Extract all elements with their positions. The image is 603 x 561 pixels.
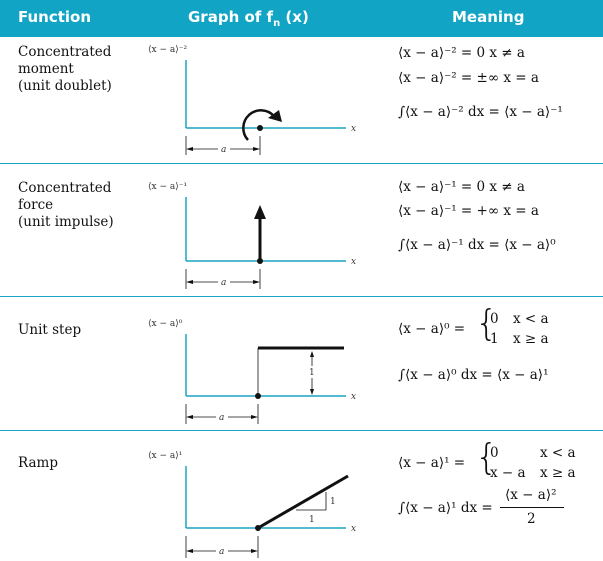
graph-fn-label: ⟨x − a⟩⁰ <box>148 319 183 329</box>
ramp-line <box>257 474 349 530</box>
graph-fn-label: ⟨x − a⟩¹ <box>148 451 182 461</box>
graph-fn-label: ⟨x − a⟩⁻¹ <box>148 182 187 192</box>
moment-arrowhead <box>268 110 282 122</box>
graph-ramp: ⟨x − a⟩¹ x 1 1 a <box>148 451 356 558</box>
dimension-a-label: a <box>221 278 226 288</box>
x-axis-label: x <box>351 257 356 267</box>
cases-brace: { <box>475 437 498 478</box>
dimension-a-label: a <box>221 145 226 155</box>
case-condition: x < a <box>513 311 549 327</box>
graph-unit-step: ⟨x − a⟩⁰ x 1 a <box>148 319 356 424</box>
dimension-a-label: a <box>219 413 224 423</box>
slope-run-label: 1 <box>309 515 315 525</box>
integral-numerator: ⟨x − a⟩² <box>505 487 557 503</box>
x-axis-label: x <box>351 124 356 134</box>
function-name-step: Unit step <box>18 322 82 338</box>
meaning-line: ⟨x − a⟩⁻¹ = 0 x ≠ a <box>398 179 525 195</box>
meaning-lhs: ⟨x − a⟩⁰ = <box>398 321 466 337</box>
cases-brace: { <box>475 303 498 344</box>
moment-arc <box>242 109 275 141</box>
table-header: Function Graph of fn (x) Meaning <box>0 0 603 37</box>
row-divider <box>0 296 603 297</box>
integral-line: ∫⟨x − a⟩⁰ dx = ⟨x − a⟩¹ <box>398 367 549 383</box>
case-value: x − a <box>490 465 526 481</box>
dimension-a-label: a <box>219 547 224 557</box>
header-function: Function <box>18 8 92 26</box>
graph-unit-doublet: ⟨x − a⟩⁻² x a <box>148 45 356 155</box>
case-condition: x < a <box>540 445 576 461</box>
function-name-ramp: Ramp <box>18 455 58 471</box>
meaning-line: ∫⟨x − a⟩⁻² dx = ⟨x − a⟩⁻¹ <box>398 104 563 120</box>
case-condition: x ≥ a <box>540 465 576 481</box>
fraction-bar <box>500 507 564 508</box>
case-value: 1 <box>490 331 499 347</box>
meaning-lhs: ⟨x − a⟩¹ = <box>398 455 466 471</box>
step-height-label: 1 <box>309 368 315 378</box>
slope-rise-label: 1 <box>330 497 336 507</box>
meaning-line: ⟨x − a⟩⁻¹ = +∞ x = a <box>398 203 539 219</box>
case-condition: x ≥ a <box>513 331 549 347</box>
header-meaning: Meaning <box>452 8 525 26</box>
point-a <box>255 393 261 399</box>
graph-fn-label: ⟨x − a⟩⁻² <box>148 45 187 55</box>
integral-lhs: ∫⟨x − a⟩¹ dx = <box>398 500 493 516</box>
x-axis-label: x <box>351 392 356 402</box>
impulse-arrowhead <box>254 205 266 219</box>
meaning-line: ⟨x − a⟩⁻² = ±∞ x = a <box>398 70 539 86</box>
row-divider <box>0 163 603 164</box>
point-a <box>257 125 263 131</box>
function-name-doublet: Concentrated moment (unit doublet) <box>18 44 112 94</box>
meaning-line: ⟨x − a⟩⁻² = 0 x ≠ a <box>398 45 525 61</box>
header-graph: Graph of fn (x) <box>188 8 309 29</box>
row-divider <box>0 430 603 431</box>
meaning-line: ∫⟨x − a⟩⁻¹ dx = ⟨x − a⟩⁰ <box>398 237 556 253</box>
point-a <box>255 525 261 531</box>
function-name-impulse: Concentrated force (unit impulse) <box>18 180 114 230</box>
graph-unit-impulse: ⟨x − a⟩⁻¹ x a <box>148 182 356 289</box>
case-value: 0 <box>490 311 499 327</box>
integral-denominator: 2 <box>527 511 536 527</box>
case-value: 0 <box>490 445 499 461</box>
x-axis-label: x <box>351 524 356 534</box>
point-a <box>257 258 263 264</box>
